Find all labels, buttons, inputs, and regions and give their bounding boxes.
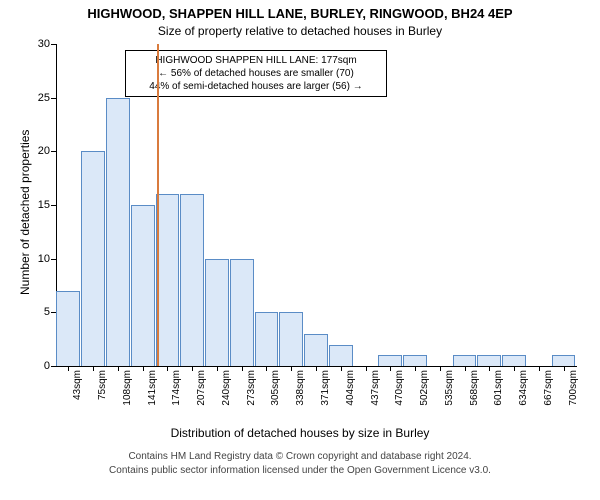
bar bbox=[378, 355, 402, 366]
y-tick-mark bbox=[51, 366, 56, 367]
bar bbox=[255, 312, 279, 366]
bar bbox=[106, 98, 130, 366]
y-tick-mark bbox=[51, 312, 56, 313]
x-tick-mark bbox=[465, 366, 466, 371]
y-tick-label: 0 bbox=[26, 360, 50, 372]
bar bbox=[81, 151, 105, 366]
chart-subtitle: Size of property relative to detached ho… bbox=[0, 24, 600, 38]
x-tick-mark bbox=[118, 366, 119, 371]
x-tick-mark bbox=[539, 366, 540, 371]
x-tick-label: 404sqm bbox=[345, 370, 356, 416]
annotation-line: HIGHWOOD SHAPPEN HILL LANE: 177sqm bbox=[130, 54, 382, 67]
x-tick-mark bbox=[415, 366, 416, 371]
bar bbox=[329, 345, 353, 366]
bar bbox=[131, 205, 155, 366]
property-marker-line bbox=[157, 44, 159, 366]
y-tick-label: 25 bbox=[26, 92, 50, 104]
bar bbox=[453, 355, 477, 366]
bar bbox=[279, 312, 303, 366]
x-tick-mark bbox=[68, 366, 69, 371]
x-tick-label: 174sqm bbox=[171, 370, 182, 416]
y-tick-label: 5 bbox=[26, 306, 50, 318]
annotation-line: 44% of semi-detached houses are larger (… bbox=[130, 80, 382, 93]
y-tick-mark bbox=[51, 44, 56, 45]
bar bbox=[477, 355, 501, 366]
x-tick-mark bbox=[242, 366, 243, 371]
y-tick-label: 30 bbox=[26, 38, 50, 50]
y-tick-label: 10 bbox=[26, 253, 50, 265]
footer-line: Contains HM Land Registry data © Crown c… bbox=[0, 450, 600, 464]
x-tick-mark bbox=[341, 366, 342, 371]
x-tick-label: 338sqm bbox=[295, 370, 306, 416]
x-tick-label: 568sqm bbox=[469, 370, 480, 416]
x-tick-mark bbox=[489, 366, 490, 371]
x-tick-mark bbox=[291, 366, 292, 371]
bar bbox=[180, 194, 204, 366]
x-tick-label: 75sqm bbox=[97, 370, 108, 416]
x-tick-label: 502sqm bbox=[419, 370, 430, 416]
x-tick-label: 634sqm bbox=[518, 370, 529, 416]
y-tick-mark bbox=[51, 205, 56, 206]
bar bbox=[502, 355, 526, 366]
bar bbox=[205, 259, 229, 366]
bar bbox=[230, 259, 254, 366]
footer-line: Contains public sector information licen… bbox=[0, 464, 600, 478]
footer-text: Contains HM Land Registry data © Crown c… bbox=[0, 450, 600, 477]
x-tick-mark bbox=[390, 366, 391, 371]
chart-title: HIGHWOOD, SHAPPEN HILL LANE, BURLEY, RIN… bbox=[0, 6, 600, 21]
chart-container: HIGHWOOD, SHAPPEN HILL LANE, BURLEY, RIN… bbox=[0, 0, 600, 500]
x-tick-label: 371sqm bbox=[320, 370, 331, 416]
y-tick-mark bbox=[51, 151, 56, 152]
y-tick-label: 15 bbox=[26, 199, 50, 211]
annotation-line: ← 56% of detached houses are smaller (70… bbox=[130, 67, 382, 80]
x-tick-mark bbox=[143, 366, 144, 371]
annotation-box: HIGHWOOD SHAPPEN HILL LANE: 177sqm ← 56%… bbox=[125, 50, 387, 97]
x-tick-mark bbox=[192, 366, 193, 371]
x-tick-mark bbox=[266, 366, 267, 371]
x-tick-label: 240sqm bbox=[221, 370, 232, 416]
bar bbox=[156, 194, 180, 366]
x-tick-label: 305sqm bbox=[270, 370, 281, 416]
x-tick-mark bbox=[366, 366, 367, 371]
x-tick-mark bbox=[167, 366, 168, 371]
bar bbox=[403, 355, 427, 366]
x-tick-label: 273sqm bbox=[246, 370, 257, 416]
x-tick-mark bbox=[316, 366, 317, 371]
y-tick-label: 20 bbox=[26, 145, 50, 157]
x-tick-mark bbox=[514, 366, 515, 371]
x-tick-mark bbox=[564, 366, 565, 371]
bar bbox=[56, 291, 80, 366]
x-tick-label: 470sqm bbox=[394, 370, 405, 416]
x-tick-label: 141sqm bbox=[147, 370, 158, 416]
y-tick-mark bbox=[51, 259, 56, 260]
bar bbox=[304, 334, 328, 366]
x-tick-mark bbox=[440, 366, 441, 371]
x-tick-label: 601sqm bbox=[493, 370, 504, 416]
x-tick-label: 535sqm bbox=[444, 370, 455, 416]
x-axis-label: Distribution of detached houses by size … bbox=[0, 426, 600, 440]
x-tick-label: 43sqm bbox=[72, 370, 83, 416]
x-tick-label: 667sqm bbox=[543, 370, 554, 416]
bar bbox=[552, 355, 576, 366]
x-tick-label: 437sqm bbox=[370, 370, 381, 416]
y-tick-mark bbox=[51, 98, 56, 99]
x-tick-label: 207sqm bbox=[196, 370, 207, 416]
x-tick-mark bbox=[93, 366, 94, 371]
x-tick-label: 700sqm bbox=[568, 370, 579, 416]
x-tick-label: 108sqm bbox=[122, 370, 133, 416]
x-tick-mark bbox=[217, 366, 218, 371]
